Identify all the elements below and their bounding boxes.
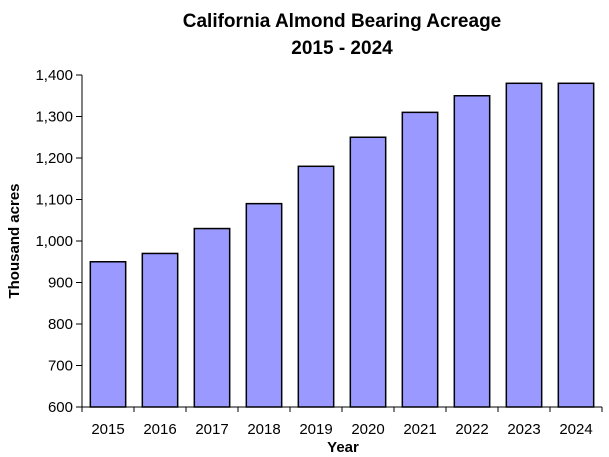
- y-tick-label: 800: [48, 316, 73, 333]
- bar: [245, 202, 283, 408]
- bar: [141, 252, 179, 408]
- bar: [89, 261, 127, 408]
- x-tick-label: 2024: [559, 421, 592, 438]
- y-tick-label: 1,400: [35, 67, 73, 84]
- y-tick-label: 1,100: [35, 192, 73, 209]
- chart-subtitle: 2015 - 2024: [291, 38, 393, 59]
- x-tick-label: 2015: [91, 421, 124, 438]
- x-axis-label: Year: [327, 439, 359, 456]
- bar: [401, 111, 439, 408]
- bar: [297, 165, 335, 408]
- x-tick-label: 2022: [455, 421, 488, 438]
- y-tick-label: 600: [48, 399, 73, 416]
- x-tick-label: 2019: [299, 421, 332, 438]
- y-tick-label: 1,200: [35, 150, 73, 167]
- chart-title: California Almond Bearing Acreage: [183, 11, 502, 32]
- y-tick-label: 900: [48, 275, 73, 292]
- x-tick-label: 2023: [507, 421, 540, 438]
- x-tick-label: 2018: [247, 421, 280, 438]
- bar: [505, 82, 543, 408]
- bar: [557, 82, 595, 408]
- bar: [193, 227, 231, 408]
- y-tick-label: 1,000: [35, 233, 73, 250]
- y-tick-label: 700: [48, 358, 73, 375]
- x-tick-label: 2016: [143, 421, 176, 438]
- plot-area: 600 700 800 900 1,000 1,100 1,200 1,300 1,400 201…: [35, 67, 603, 438]
- x-tick-label: 2021: [403, 421, 436, 438]
- bar: [349, 136, 387, 408]
- bar: [453, 95, 491, 408]
- y-tick-label: 1,300: [35, 109, 73, 126]
- x-tick-label: 2020: [351, 421, 384, 438]
- y-axis-label: Thousand acres: [6, 183, 23, 298]
- x-tick-label: 2017: [195, 421, 228, 438]
